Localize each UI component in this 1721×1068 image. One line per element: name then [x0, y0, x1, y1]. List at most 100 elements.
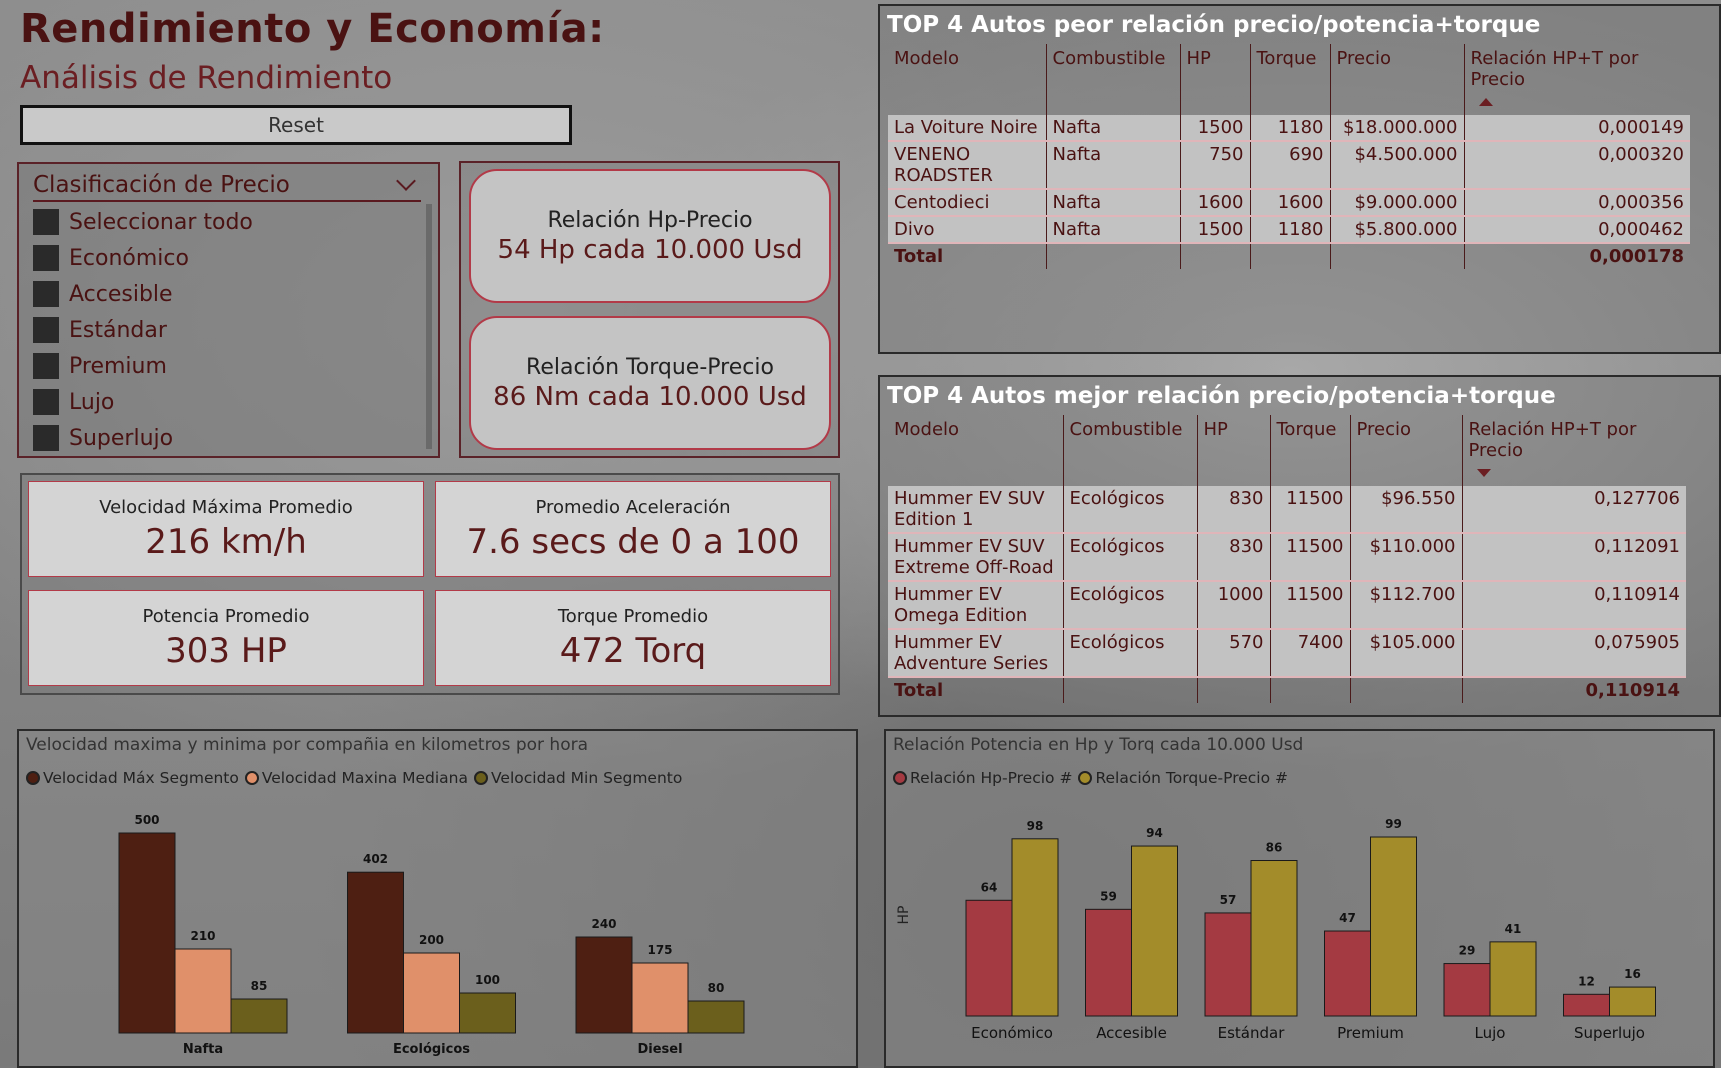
table-row[interactable]: Hummer EV SUV Extreme Off-Road Ecológico… [888, 533, 1686, 581]
column-header[interactable]: Combustible [1063, 415, 1197, 486]
checkbox[interactable] [33, 209, 59, 235]
column-header-label: Relación HP+T por Precio [1471, 48, 1639, 90]
data-label: 240 [591, 917, 616, 931]
worst-ratio-table-panel: TOP 4 Autos peor relación precio/potenci… [878, 4, 1721, 354]
kpi-panel: Velocidad Máxima Promedio 216 km/h Prome… [20, 473, 840, 695]
table-row[interactable]: Centodieci Nafta 1600 1600 $9.000.000 0,… [888, 189, 1690, 216]
kpi-torque: Torque Promedio 472 Torq [435, 590, 831, 686]
column-header-ratio[interactable]: Relación HP+T por Precio [1462, 415, 1686, 486]
data-label: 47 [1339, 911, 1356, 925]
hp-price-label: Relación Hp-Precio [547, 208, 752, 233]
sort-descending-icon[interactable] [1477, 469, 1491, 477]
table-row[interactable]: La Voiture Noire Nafta 1500 1180 $18.000… [888, 115, 1690, 141]
cell-torque: 11500 [1270, 486, 1350, 533]
slicer-header[interactable]: Clasificación de Precio [33, 170, 421, 202]
slicer-scrollbar[interactable] [426, 204, 432, 449]
data-label: 402 [363, 852, 388, 866]
total-value: 0,110914 [1462, 677, 1686, 703]
slicer-item-economico[interactable]: Económico [33, 240, 253, 276]
checkbox[interactable] [33, 245, 59, 271]
data-label: 210 [190, 929, 215, 943]
relation-cards-panel: Relación Hp-Precio 54 Hp cada 10.000 Usd… [459, 161, 840, 458]
total-label: Total [888, 243, 1046, 269]
kpi-value: 303 HP [165, 631, 287, 671]
table-row[interactable]: Divo Nafta 1500 1180 $5.800.000 0,000462 [888, 216, 1690, 243]
column-header-ratio[interactable]: Relación HP+T por Precio [1464, 44, 1690, 115]
slicer-item-label: Superlujo [69, 426, 173, 451]
column-header[interactable]: Modelo [888, 44, 1046, 115]
cell-hp: 830 [1197, 486, 1270, 533]
checkbox[interactable] [33, 353, 59, 379]
sort-ascending-icon[interactable] [1479, 98, 1493, 106]
cell-ratio: 0,127706 [1462, 486, 1686, 533]
data-label: 99 [1385, 817, 1402, 831]
column-header[interactable]: Torque [1250, 44, 1330, 115]
cell-torque: 1180 [1250, 216, 1330, 243]
slicer-title: Clasificación de Precio [33, 172, 290, 198]
data-label: 175 [647, 943, 672, 957]
cell-hp: 750 [1180, 141, 1250, 189]
table-title: TOP 4 Autos mejor relación precio/potenc… [887, 383, 1556, 409]
column-header[interactable]: Combustible [1046, 44, 1180, 115]
chevron-down-icon[interactable] [396, 171, 416, 191]
column-header[interactable]: Precio [1350, 415, 1462, 486]
bar [348, 872, 404, 1033]
data-label: 86 [1266, 841, 1283, 855]
checkbox[interactable] [33, 317, 59, 343]
cell-model: Centodieci [888, 189, 1046, 216]
y-axis-label: HP [896, 906, 912, 925]
table-row[interactable]: Hummer EV SUV Edition 1 Ecológicos 830 1… [888, 486, 1686, 533]
table-row[interactable]: VENENO ROADSTER Nafta 750 690 $4.500.000… [888, 141, 1690, 189]
column-header[interactable]: Torque [1270, 415, 1350, 486]
cell-model: Divo [888, 216, 1046, 243]
column-header-label: Relación HP+T por Precio [1469, 419, 1637, 461]
category-label: Ecológicos [393, 1042, 470, 1057]
cell-ratio: 0,000356 [1464, 189, 1690, 216]
bar [1325, 931, 1371, 1016]
column-header[interactable]: Modelo [888, 415, 1063, 486]
slicer-item-lujo[interactable]: Lujo [33, 384, 253, 420]
slicer-item-estandar[interactable]: Estándar [33, 312, 253, 348]
category-label: Superlujo [1574, 1024, 1645, 1042]
cell-model: Hummer EV SUV Extreme Off-Road [888, 533, 1063, 581]
cell-fuel: Ecológicos [1063, 533, 1197, 581]
cell-fuel: Nafta [1046, 216, 1180, 243]
column-header[interactable]: HP [1197, 415, 1270, 486]
cell-hp: 570 [1197, 629, 1270, 677]
worst-ratio-table: Modelo Combustible HP Torque Precio Rela… [888, 44, 1690, 269]
checkbox[interactable] [33, 281, 59, 307]
cell-price: $4.500.000 [1330, 141, 1464, 189]
table-total-row: Total 0,110914 [888, 677, 1686, 703]
checkbox[interactable] [33, 389, 59, 415]
data-label: 41 [1505, 922, 1522, 936]
kpi-label: Torque Promedio [558, 606, 708, 627]
slicer-list: Seleccionar todo Económico Accesible Est… [33, 204, 253, 456]
hp-price-card: Relación Hp-Precio 54 Hp cada 10.000 Usd [469, 169, 831, 303]
slicer-item-select-all[interactable]: Seleccionar todo [33, 204, 253, 240]
slicer-item-superlujo[interactable]: Superlujo [33, 420, 253, 456]
kpi-acceleration: Promedio Aceleración 7.6 secs de 0 a 100 [435, 481, 831, 577]
table-row[interactable]: Hummer EV Adventure Series Ecológicos 57… [888, 629, 1686, 677]
bar [966, 900, 1012, 1016]
data-label: 64 [981, 880, 998, 894]
data-label: 500 [134, 813, 159, 827]
bar [119, 833, 175, 1033]
kpi-max-speed: Velocidad Máxima Promedio 216 km/h [28, 481, 424, 577]
cell-price: $18.000.000 [1330, 115, 1464, 141]
slicer-item-accesible[interactable]: Accesible [33, 276, 253, 312]
slicer-item-premium[interactable]: Premium [33, 348, 253, 384]
table-row[interactable]: Hummer EV Omega Edition Ecológicos 1000 … [888, 581, 1686, 629]
column-header[interactable]: Precio [1330, 44, 1464, 115]
cell-fuel: Nafta [1046, 115, 1180, 141]
category-label: Premium [1337, 1024, 1404, 1042]
reset-button[interactable]: Reset [20, 105, 572, 145]
data-label: 29 [1459, 944, 1476, 958]
speed-chart: 50021085Nafta402200100Ecológicos24017580… [19, 731, 856, 1066]
cell-ratio: 0,000320 [1464, 141, 1690, 189]
cell-torque: 7400 [1270, 629, 1350, 677]
cell-hp: 1500 [1180, 216, 1250, 243]
cell-fuel: Nafta [1046, 189, 1180, 216]
column-header[interactable]: HP [1180, 44, 1250, 115]
cell-hp: 1000 [1197, 581, 1270, 629]
checkbox[interactable] [33, 425, 59, 451]
